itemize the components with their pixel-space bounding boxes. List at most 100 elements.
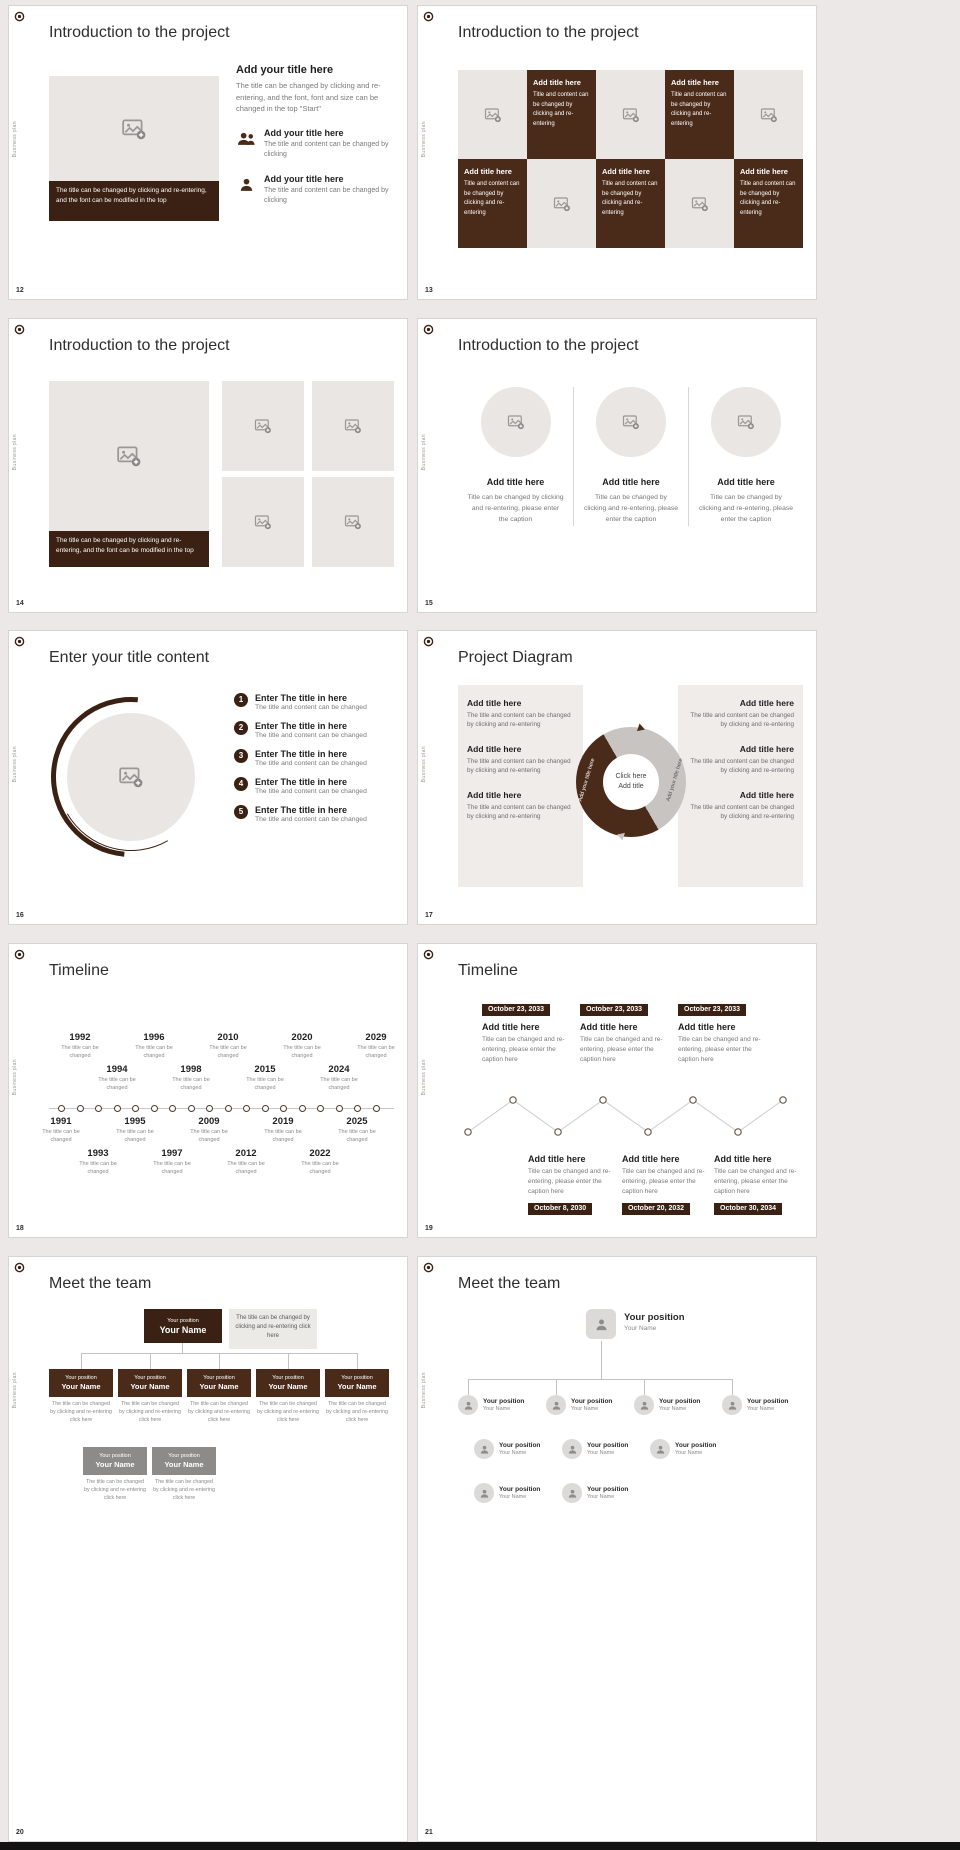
page-number: 20 xyxy=(16,1829,24,1836)
avatar xyxy=(474,1439,494,1459)
timeline-entry: 2015 The title can be changed xyxy=(243,1064,287,1093)
brand-vertical-label: Business plan xyxy=(421,1372,427,1409)
slide-13[interactable]: Business plan Introduction to the projec… xyxy=(417,5,817,300)
entry-body: Title can be changed and re-entering, pl… xyxy=(528,1168,611,1196)
column-title: Add title here xyxy=(717,477,775,487)
timeline-note: The title can be changed xyxy=(320,1077,358,1092)
slide-21[interactable]: Business plan Meet the team Your positio… xyxy=(417,1256,817,1842)
timeline-dot xyxy=(299,1105,306,1112)
image-placeholder-icon xyxy=(484,107,501,122)
slide-20[interactable]: Business plan Meet the team Your positio… xyxy=(8,1256,408,1842)
slide-12[interactable]: Business plan Introduction to the projec… xyxy=(8,5,408,300)
connector-line xyxy=(644,1379,645,1395)
cell-title: Add title here xyxy=(464,167,512,176)
connector-line xyxy=(81,1353,82,1369)
brand-vertical-label: Business plan xyxy=(12,434,18,471)
timeline-note: The title can be changed xyxy=(283,1045,321,1060)
section-body: The title can be changed by clicking and… xyxy=(236,81,381,114)
ring-center-text: Click here Add title xyxy=(603,754,659,810)
cell-body: Title and content can be changed by clic… xyxy=(740,181,796,216)
slide-title: Introduction to the project xyxy=(458,24,639,41)
item-title: Add title here xyxy=(739,789,794,800)
timeline-entry: 2024 The title can be changed xyxy=(317,1064,361,1093)
member-name: Your Name xyxy=(675,1450,703,1456)
image-placeholder xyxy=(527,159,596,248)
item-title: Enter The title in here xyxy=(255,721,348,731)
slide-15[interactable]: Business plan Introduction to the projec… xyxy=(417,318,817,613)
entry-body: Title can be changed and re-entering, pl… xyxy=(482,1036,565,1064)
avatar xyxy=(586,1309,616,1339)
timeline-entry: Add title here Title can be changed and … xyxy=(714,1154,802,1215)
avatar xyxy=(474,1483,494,1503)
slide-content: Add title here The title and content can … xyxy=(458,683,803,910)
org-member-box: Your position Your Name xyxy=(49,1369,113,1397)
timeline-entry: October 23, 2033 Add title here Title ca… xyxy=(580,998,668,1065)
brand-vertical-label: Business plan xyxy=(12,1372,18,1409)
three-columns: Add title here Title can be changed by c… xyxy=(458,387,803,526)
member-position: Your position xyxy=(341,1375,373,1381)
member-name: Your Name xyxy=(587,1494,615,1500)
timeline-year: 2022 xyxy=(309,1148,331,1159)
item-title: Add your title here xyxy=(264,173,344,184)
member-position: Your position xyxy=(167,1317,199,1324)
list-item: 2 Enter The title in here The title and co… xyxy=(234,721,394,739)
connector-line xyxy=(601,1341,602,1379)
grid-text-cell: Add title here Title and content can be c… xyxy=(734,159,803,248)
connector-line xyxy=(182,1343,183,1353)
timeline-note: The title can be changed xyxy=(209,1045,247,1060)
slide-title: Introduction to the project xyxy=(458,337,639,354)
column-body: Title can be changed by clicking and re-… xyxy=(467,494,564,524)
logo-icon xyxy=(14,636,25,647)
member-name: Your Name xyxy=(130,1382,170,1391)
slide-16[interactable]: Business plan Enter your title content 1… xyxy=(8,630,408,925)
org-chart: Your position Your Name Your position You… xyxy=(458,1309,802,1827)
member-position: Your position xyxy=(571,1398,613,1405)
timeline-note: The title can be changed xyxy=(264,1129,302,1144)
timeline-axis xyxy=(49,1108,394,1109)
member-position: Your position xyxy=(483,1398,525,1405)
org-note: The title can be changed by clicking and… xyxy=(229,1309,317,1349)
date-badge: October 23, 2033 xyxy=(482,1003,551,1016)
org-member: Your position Your Name xyxy=(474,1483,540,1503)
member-name: Your Name xyxy=(747,1406,775,1412)
timeline-entry: 2020 The title can be changed xyxy=(280,1032,324,1061)
logo-icon xyxy=(423,636,434,647)
slide-14[interactable]: Business plan Introduction to the projec… xyxy=(8,318,408,613)
member-caption: The title can be changed by clicking and… xyxy=(50,1401,112,1423)
panel-item: Add title here The title and content can … xyxy=(687,744,794,776)
org-member: Your position Your Name xyxy=(634,1395,700,1415)
timeline-entry: Add title here Title can be changed and … xyxy=(528,1154,616,1215)
timeline-dot xyxy=(77,1105,84,1112)
entry-body: Title can be changed and re-entering, pl… xyxy=(622,1168,705,1196)
panel-item: Add title here The title and content can … xyxy=(467,790,574,822)
timeline-year: 1993 xyxy=(87,1148,109,1159)
section-heading: Add your title here xyxy=(236,64,334,76)
timeline-entry: 2029 The title can be changed xyxy=(354,1032,398,1061)
entry-title: Add title here xyxy=(622,1154,680,1164)
entry-body: Title can be changed and re-entering, pl… xyxy=(580,1036,663,1064)
image-placeholder xyxy=(49,381,209,531)
slide-18[interactable]: Business plan Timeline 1991 The title can… xyxy=(8,943,408,1238)
member-caption: The title can be changed by clicking and… xyxy=(119,1401,181,1423)
slide-17[interactable]: Business plan Project Diagram Add title … xyxy=(417,630,817,925)
slide-content: The title can be changed by clicking and… xyxy=(49,371,394,598)
logo-icon xyxy=(14,1262,25,1273)
image-placeholder xyxy=(665,159,734,248)
member-position: Your position xyxy=(587,1442,629,1449)
timeline-year: 1994 xyxy=(106,1064,128,1075)
slide-19[interactable]: Business plan Timeline October 23, 2033 … xyxy=(417,943,817,1238)
timeline-year: 2009 xyxy=(198,1116,220,1127)
date-badge: October 30, 2034 xyxy=(714,1202,783,1215)
logo-icon xyxy=(14,324,25,335)
item-title: Enter The title in here xyxy=(255,805,348,815)
page-number: 19 xyxy=(425,1225,433,1232)
brand-vertical-label: Business plan xyxy=(421,434,427,471)
member-position: Your position xyxy=(624,1312,685,1323)
timeline-entry: 1993 The title can be changed xyxy=(76,1148,120,1177)
timeline-entry: 1997 The title can be changed xyxy=(150,1148,194,1177)
org-member-box: Your position Your Name xyxy=(83,1447,147,1475)
item-text: Add your title here The title and conten… xyxy=(264,174,394,207)
image-placeholder-icon xyxy=(254,419,271,434)
text-column: Add your title here The title can be cha… xyxy=(236,64,394,207)
item-title: Add title here xyxy=(467,698,522,708)
